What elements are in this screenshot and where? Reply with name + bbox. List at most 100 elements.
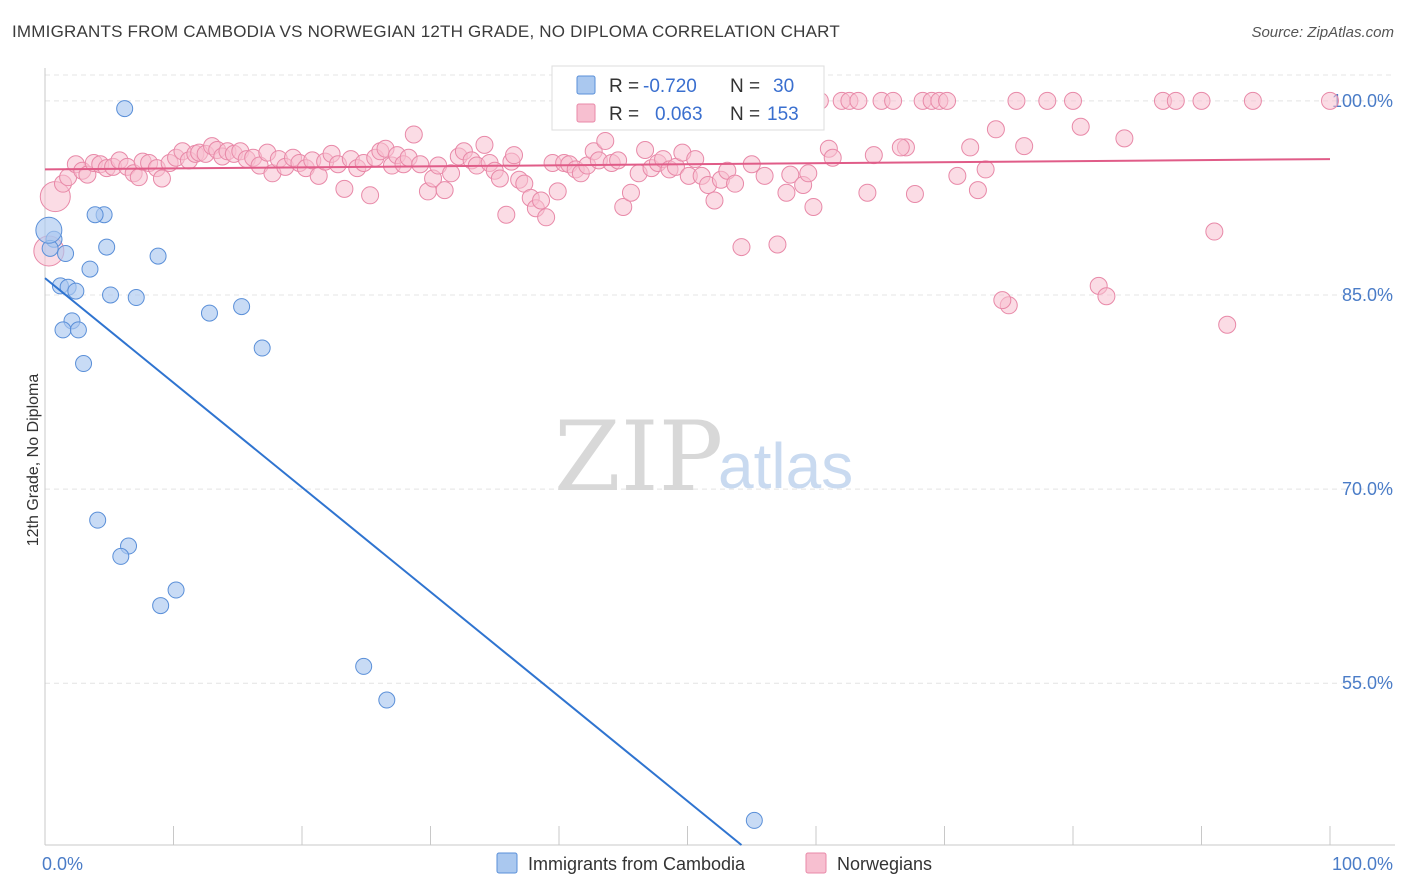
norwegians-point [726, 174, 745, 193]
cambodia-point [69, 321, 87, 339]
norwegians-point [636, 141, 655, 160]
norwegians-point [823, 148, 842, 167]
source-credit: Source: ZipAtlas.com [1251, 24, 1394, 41]
norwegians-point [864, 146, 883, 165]
norwegians-point [152, 169, 171, 188]
y-tick-label: 100.0% [1332, 91, 1393, 111]
cambodia-n-label: N = [730, 76, 760, 97]
norwegians-point [755, 166, 774, 185]
tick-labels: 100.0% 85.0% 70.0% 55.0% 0.0% 100.0% [42, 91, 1393, 874]
norwegians-point [532, 191, 551, 210]
cambodia-point [57, 245, 75, 263]
norwegians-point [335, 179, 354, 198]
cambodia-point [745, 811, 763, 829]
cambodia-point [127, 289, 145, 307]
trend-lines [44, 158, 1331, 846]
norwegians-point [361, 186, 380, 205]
norwegians-point [1192, 91, 1211, 110]
norwegians-r-label: R = [609, 104, 639, 125]
norwegians-point [1038, 91, 1057, 110]
norwegians-point [993, 291, 1012, 310]
chart-title: IMMIGRANTS FROM CAMBODIA VS NORWEGIAN 12… [12, 22, 840, 41]
y-tick-label: 55.0% [1342, 673, 1393, 693]
norwegians-point [537, 208, 556, 227]
norwegians-point [849, 91, 868, 110]
cambodia-n-value: 30 [773, 76, 794, 97]
cambodia-point [378, 691, 396, 709]
cambodia-point [86, 206, 104, 224]
norwegians-point [884, 91, 903, 110]
norwegians-point [1097, 287, 1116, 306]
norwegians-point [781, 165, 800, 184]
cambodia-point [54, 321, 72, 339]
cambodia-legend-label: Immigrants from Cambodia [528, 854, 746, 874]
norwegians-point [1015, 137, 1034, 156]
norwegians-point [497, 205, 516, 224]
norwegians-legend-swatch [805, 852, 827, 874]
norwegians-point [442, 164, 461, 183]
norwegians-point [548, 182, 567, 201]
norwegians-point [976, 160, 995, 179]
norwegians-point [961, 138, 980, 157]
norwegians-trend-line [44, 158, 1331, 171]
norwegians-point [1166, 91, 1185, 110]
norwegians-point [621, 183, 640, 202]
norwegians-legend-label: Norwegians [837, 854, 932, 874]
norwegians-point [768, 235, 787, 254]
norwegians-point [411, 155, 430, 174]
norwegians-point [858, 183, 877, 202]
cambodia-point [253, 339, 271, 357]
cambodia-point [35, 216, 63, 244]
cambodia-point [355, 657, 373, 675]
norwegians-point [1205, 222, 1224, 241]
watermark-atlas: atlas [718, 430, 853, 502]
norwegians-point [777, 183, 796, 202]
norwegians-point [1218, 315, 1237, 334]
norwegians-point [799, 164, 818, 183]
x-tick-label: 100.0% [1332, 854, 1393, 874]
norwegians-point [505, 146, 524, 165]
stats-legend: R = -0.720 N = 30 R = 0.063 N = 153 [551, 65, 825, 131]
norwegians-point [490, 169, 509, 188]
cambodia-point [152, 597, 170, 615]
x-tick-label: 0.0% [42, 854, 83, 874]
norwegians-point [891, 138, 910, 157]
cambodia-points [35, 100, 763, 829]
watermark: ZIP atlas [554, 401, 853, 513]
cambodia-point [116, 100, 134, 118]
norwegians-point [609, 151, 628, 170]
cambodia-trend-line [44, 277, 743, 846]
norwegians-point [732, 238, 751, 257]
norwegians-point [986, 120, 1005, 139]
y-axis-title: 12th Grade, No Diploma [25, 374, 42, 547]
norwegians-point [614, 197, 633, 216]
norwegians-point [129, 168, 148, 187]
norwegians-point [1071, 117, 1090, 136]
norwegians-point [968, 181, 987, 200]
norwegians-r-value: 0.063 [655, 104, 703, 125]
norwegians-point [948, 166, 967, 185]
cambodia-point [200, 304, 218, 322]
y-tick-label: 70.0% [1342, 479, 1393, 499]
norwegians-point [905, 185, 924, 204]
cambodia-point [233, 298, 251, 316]
norwegians-point [1115, 129, 1134, 148]
y-tick-label: 85.0% [1342, 285, 1393, 305]
watermark-zip: ZIP [554, 401, 723, 513]
cambodia-point [89, 511, 107, 529]
cambodia-stat-swatch [576, 75, 596, 95]
norwegians-point [705, 191, 724, 210]
cambodia-r-label: R = [609, 76, 639, 97]
norwegians-point [1064, 91, 1082, 110]
cambodia-point [67, 282, 85, 300]
cambodia-r-value: -0.720 [643, 76, 697, 97]
norwegians-point [938, 91, 957, 110]
cambodia-legend-swatch [496, 852, 518, 874]
norwegians-point [475, 135, 494, 154]
stats-legend-box [551, 65, 825, 131]
cambodia-point [81, 260, 99, 278]
cambodia-point [98, 238, 116, 256]
cambodia-point [102, 286, 120, 304]
norwegians-point [435, 181, 454, 200]
